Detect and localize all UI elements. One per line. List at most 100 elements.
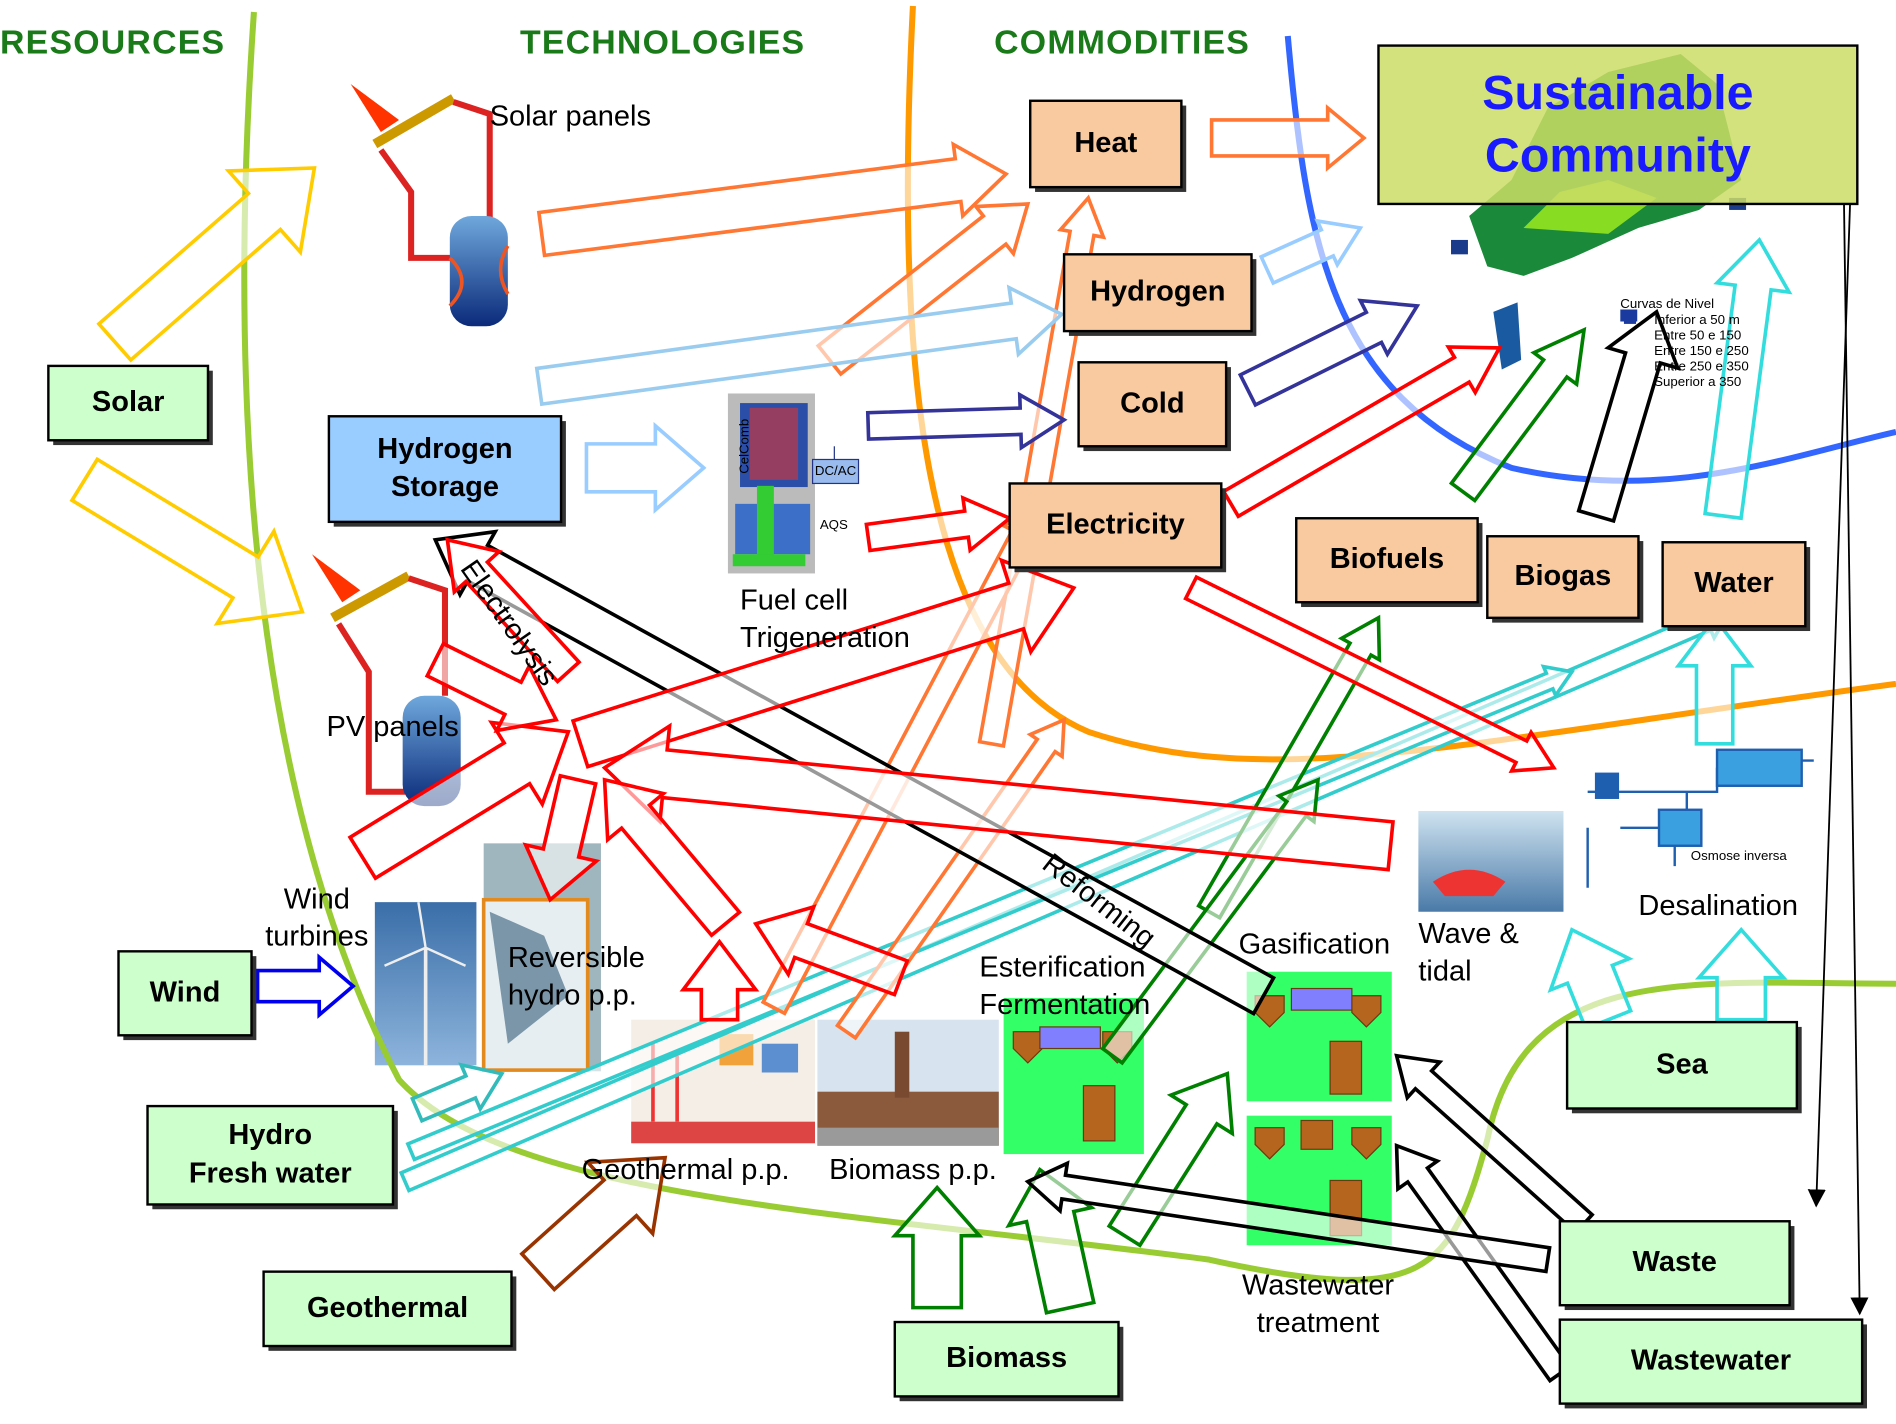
flow-arrow [519, 1155, 668, 1292]
biomass-plant-photo [817, 1019, 999, 1146]
technology-label: Wastewater treatment [1242, 1269, 1394, 1338]
goal-label: Sustainable Community [1482, 66, 1753, 182]
flow-arrow [96, 166, 317, 363]
flow-arrow [584, 421, 707, 514]
flow-arrow [679, 938, 760, 1022]
flow-arrow [890, 1184, 984, 1310]
resource-box [47, 364, 210, 442]
resource-box-label: Solar [92, 386, 165, 418]
resource-box-label: Geothermal [307, 1292, 468, 1324]
flow-arrow [534, 284, 1065, 407]
commodity-box [1661, 541, 1807, 628]
commodity-box [1295, 517, 1479, 604]
technology-label: Desalination [1638, 890, 1798, 922]
technology-label: PV panels [326, 711, 458, 743]
link-line [1807, 203, 1851, 1208]
resource-box-label: Wastewater [1631, 1344, 1791, 1376]
resource-box [893, 1320, 1120, 1398]
flow-arrow [445, 537, 582, 685]
technology-label: Wave & tidal [1418, 918, 1518, 987]
storage-box [327, 415, 563, 524]
commodity-box-label-line: Biogas [1515, 560, 1612, 592]
flow-arrow [1005, 1167, 1096, 1315]
technology-label-line: Wind [284, 883, 350, 915]
technology-label: Reversible hydro p.p. [508, 942, 645, 1011]
technology-label-line: Desalination [1638, 890, 1798, 922]
legend-label: Entre 250 e 350 [1654, 359, 1749, 374]
commodity-box-label-line: Biofuels [1330, 543, 1444, 575]
flow-arrow [602, 777, 742, 938]
technology-label-line: Fuel cell [740, 584, 848, 616]
technology-label-line: Wastewater [1242, 1269, 1394, 1301]
small-label: Osmose inversa [1691, 848, 1788, 863]
flow-arrow [424, 641, 559, 733]
flow-arrow [864, 495, 1014, 554]
flow-arrow [69, 456, 305, 626]
flow-arrow [752, 904, 910, 997]
resource-box-label-line: Biomass [946, 1342, 1067, 1374]
technology-label: Geothermal p.p. [582, 1154, 790, 1186]
flow-arrow [1547, 927, 1634, 1031]
flow-arrow [347, 720, 571, 881]
technology-label-line: tidal [1418, 955, 1471, 987]
storage-box-label-line: Storage [391, 471, 499, 503]
goal-label-line: Sustainable [1482, 66, 1753, 120]
resource-box-label: Wind [150, 976, 221, 1008]
flow-arrow [1703, 236, 1793, 521]
wind-turbine-photo [374, 901, 477, 1066]
technology-label-line: turbines [265, 920, 368, 952]
resource-box-label: Sea [1656, 1048, 1709, 1080]
technology-label-line: treatment [1257, 1307, 1380, 1339]
flow-arrow [1258, 218, 1364, 286]
commodity-box-label: Biogas [1515, 560, 1612, 592]
resource-box [1558, 1318, 1864, 1405]
technology-label-line: Reversible [508, 942, 645, 974]
technology-label-line: Trigeneration [740, 622, 910, 654]
resource-box-label-line: Geothermal [307, 1292, 468, 1324]
column-header: COMMODITIES [994, 23, 1250, 61]
column-header: TECHNOLOGIES [520, 23, 805, 61]
flow-arrow [1394, 1053, 1595, 1236]
technology-label: Solar panels [490, 100, 651, 132]
resource-box-label-line: Sea [1656, 1048, 1709, 1080]
legend-label: Inferior a 50 m [1654, 312, 1740, 327]
commodity-box-label-line: Heat [1074, 127, 1137, 159]
storage-box-label: Hydrogen Storage [377, 433, 512, 503]
commodity-box-label-line: Cold [1120, 387, 1184, 419]
flow-arrow [1448, 326, 1587, 503]
commodity-box-label: Electricity [1046, 508, 1185, 540]
flow-arrow [522, 773, 601, 903]
resource-box-label-line: Fresh water [189, 1157, 352, 1189]
technology-label-line: Fermentation [979, 989, 1150, 1021]
resource-box [262, 1270, 513, 1348]
flow-arrow [1237, 298, 1421, 408]
goal-box [1377, 44, 1859, 206]
technology-label-line: Biomass p.p. [829, 1154, 997, 1186]
commodity-box-label-line: Electricity [1046, 508, 1185, 540]
commodity-box-label-line: Hydrogen [1090, 275, 1225, 307]
solar-panel-icon [350, 83, 510, 327]
resource-box-label: Hydro Fresh water [189, 1119, 352, 1189]
resource-box [1565, 1020, 1799, 1110]
legend-label: Superior a 350 [1654, 374, 1741, 389]
technology-label-line: Geothermal p.p. [582, 1154, 790, 1186]
desalination-diagram [1586, 748, 1814, 888]
commodity-box [1062, 253, 1253, 333]
link-line [1843, 203, 1869, 1316]
small-label: CelComb [736, 419, 751, 474]
legend-label: Curvas de Nivel [1620, 296, 1714, 311]
technology-label: Esterification Fermentation [979, 951, 1150, 1020]
technology-label: Wind turbines [265, 883, 368, 952]
commodity-box [1008, 482, 1223, 569]
small-label: AQS [820, 517, 848, 532]
commodity-box [1077, 361, 1228, 448]
flow-arrow [865, 391, 1068, 451]
flow-arrow [1221, 345, 1503, 519]
commodity-box-label: Biofuels [1330, 543, 1444, 575]
flow-arrow [1674, 614, 1755, 746]
small-label: DC/AC [815, 463, 857, 478]
flow-arrow [570, 557, 1077, 769]
flow-arrow [1576, 309, 1681, 524]
